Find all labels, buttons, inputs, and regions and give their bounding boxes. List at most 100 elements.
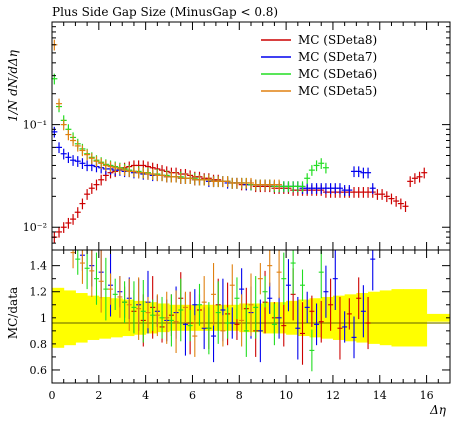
upper-data-point bbox=[379, 189, 386, 200]
ratio-data-point bbox=[262, 276, 268, 308]
ratio-data-point bbox=[267, 282, 273, 314]
ratio-data-point bbox=[300, 269, 306, 301]
upper-data-point bbox=[84, 189, 91, 200]
ratio-data-point bbox=[309, 329, 315, 372]
ratio-data-point bbox=[346, 298, 352, 330]
ratio-data-point bbox=[178, 278, 184, 342]
lower-y-tick-label: 1 bbox=[40, 312, 47, 325]
ratio-data-point bbox=[243, 304, 249, 357]
ratio-data-point bbox=[323, 265, 329, 318]
ratio-data-point bbox=[239, 294, 245, 347]
upper-data-point bbox=[388, 193, 395, 205]
ratio-data-point bbox=[271, 303, 277, 346]
ratio-data-point bbox=[370, 250, 376, 291]
ratio-data-point bbox=[229, 307, 235, 339]
ratio-data-point bbox=[126, 278, 132, 331]
upper-data-point bbox=[65, 129, 72, 141]
ratio-data-point bbox=[300, 302, 306, 365]
uncertainty-band-segment bbox=[192, 304, 205, 331]
upper-data-point bbox=[56, 142, 63, 154]
legend-label: MC (SDeta5) bbox=[298, 84, 377, 98]
ratio-data-point bbox=[93, 252, 99, 305]
upper-data-point bbox=[393, 195, 400, 207]
ratio-data-point bbox=[281, 252, 287, 305]
upper-data-point bbox=[65, 152, 72, 164]
ratio-data-point bbox=[276, 250, 282, 299]
uncertainty-band-segment bbox=[87, 295, 100, 340]
legend-entry: MC (SDeta5) bbox=[261, 84, 377, 98]
ratio-data-point bbox=[229, 264, 235, 307]
uncertainty-band-segment bbox=[75, 293, 88, 343]
ratio-data-point bbox=[257, 299, 263, 363]
ratio-data-point bbox=[318, 300, 324, 343]
ratio-data-point bbox=[159, 296, 165, 339]
uncertainty-band-segment bbox=[227, 304, 240, 331]
ratio-data-point bbox=[196, 283, 202, 326]
upper-data-point bbox=[65, 217, 72, 229]
uncertainty-band-segment bbox=[52, 287, 65, 348]
upper-data-point bbox=[369, 183, 376, 194]
upper-data-point bbox=[416, 171, 423, 183]
ratio-data-point bbox=[257, 263, 263, 295]
legend-entry: MC (SDeta7) bbox=[261, 50, 377, 64]
upper-data-point bbox=[173, 171, 180, 183]
ratio-data-point bbox=[215, 281, 221, 344]
ratio-data-point bbox=[314, 303, 320, 346]
ratio-series-3 bbox=[75, 250, 324, 372]
ratio-data-point bbox=[351, 316, 357, 359]
lower-plot-frame bbox=[51, 249, 451, 384]
x-tick-label: 12 bbox=[326, 389, 340, 402]
uncertainty-band-segment bbox=[122, 299, 135, 337]
ratio-data-point bbox=[168, 294, 174, 347]
upper-data-point bbox=[107, 161, 114, 173]
uncertainty-band-segment bbox=[63, 290, 76, 346]
ratio-data-point bbox=[281, 304, 287, 347]
ratio-data-point bbox=[276, 296, 282, 339]
uncertainty-band-segment bbox=[344, 294, 357, 342]
ratio-data-point bbox=[136, 277, 142, 340]
ratio-data-point bbox=[79, 250, 85, 284]
lower-panel: 0.6 0.8 1 1.2 1.4 0 2 4 6 8 10 12 14 16 bbox=[30, 249, 451, 402]
uncertainty-band-segment bbox=[309, 298, 322, 338]
upper-data-point bbox=[74, 156, 81, 167]
legend: MC (SDeta8) MC (SDeta7) MC (SDeta6) MC (SDe… bbox=[261, 33, 377, 98]
ratio-data-point bbox=[89, 250, 95, 297]
ratio-data-point bbox=[131, 281, 137, 334]
upper-data-point bbox=[224, 176, 231, 188]
x-tick-label: 8 bbox=[236, 389, 243, 402]
upper-data-point bbox=[112, 162, 119, 174]
ratio-data-point bbox=[98, 250, 104, 313]
upper-data-point bbox=[407, 176, 414, 188]
upper-data-point bbox=[79, 145, 86, 157]
uncertainty-band-segment bbox=[356, 293, 369, 343]
upper-data-point bbox=[56, 98, 63, 110]
upper-data-point bbox=[116, 163, 123, 175]
uncertainty-band-segment bbox=[110, 298, 123, 338]
chart-title: Plus Side Gap Size (MinusGap < 0.8) bbox=[52, 5, 278, 19]
legend-label: MC (SDeta8) bbox=[298, 33, 377, 47]
upper-data-point bbox=[60, 119, 67, 131]
x-tick-label: 16 bbox=[420, 389, 434, 402]
upper-data-point bbox=[346, 185, 353, 196]
upper-data-point bbox=[93, 156, 100, 167]
ratio-data-point bbox=[117, 276, 123, 318]
uncertainty-band-segment bbox=[215, 304, 229, 331]
upper-data-point bbox=[355, 166, 362, 178]
x-axis-label: Δη bbox=[429, 403, 447, 417]
ratio-data-point bbox=[332, 250, 338, 310]
upper-data-point bbox=[383, 191, 390, 203]
ratio-data-point bbox=[103, 257, 109, 321]
upper-data-point bbox=[397, 198, 404, 210]
lower-y-tick-label: 1.4 bbox=[30, 260, 48, 273]
upper-y-axis-label: 1/N dN/dΔη bbox=[6, 49, 20, 122]
uncertainty-band-segment bbox=[239, 303, 252, 333]
uncertainty-band-segment bbox=[321, 296, 334, 339]
upper-data-point bbox=[140, 167, 147, 179]
upper-data-point bbox=[365, 167, 372, 179]
upper-data-point bbox=[84, 149, 91, 161]
upper-data-point bbox=[276, 179, 283, 191]
ratio-data-point bbox=[140, 279, 146, 343]
uncertainty-band-segment bbox=[297, 299, 311, 337]
legend-entry: MC (SDeta6) bbox=[261, 67, 377, 81]
